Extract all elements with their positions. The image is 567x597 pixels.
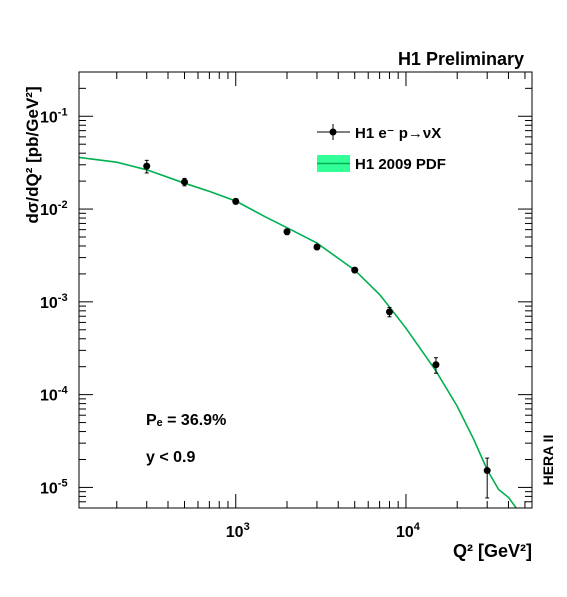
data-point [283,228,291,236]
data-point [351,266,359,274]
chart-title: H1 Preliminary [398,49,524,69]
data-marker [385,308,393,316]
pdf-curve-line [79,156,518,508]
data-point [432,357,440,374]
y-tick-label: 10-1 [40,106,68,126]
y-tick-label: 10-4 [40,385,68,405]
data-marker [283,228,291,236]
data-point [232,197,240,205]
y-tick-label: 10-3 [40,292,68,312]
legend-entry-pdf: H1 2009 PDF [355,156,446,173]
y-tick-label: 10-2 [40,199,68,219]
y-axis-label: dσ/dQ² [pb/GeV²] [23,86,42,223]
x-axis-ticks: 103 104 [116,72,526,541]
data-marker [483,467,491,475]
hera-side-label: HERA II [540,435,556,486]
data-point [385,306,393,318]
data-marker [181,178,189,186]
y-axis-ticks: 10-1 10-2 10-3 10-4 10-5 [40,87,532,509]
data-marker [432,361,440,369]
data-point [313,243,321,251]
data-marker [232,197,240,205]
legend: H1 e⁻ p→νX H1 2009 PDF [317,124,446,173]
curve-layer [79,156,518,508]
y-tick-label: 10-5 [40,477,68,497]
legend-entry-data: H1 e⁻ p→νX [355,125,441,142]
data-point [483,457,491,499]
data-marker [351,266,359,274]
annotation-y-cut: y < 0.9 [146,449,195,466]
x-tick-label: 103 [226,521,250,541]
points-layer [143,159,491,499]
annotation-polarization: Pₑ = 36.9% [146,412,226,429]
data-marker [143,162,151,170]
data-point [181,177,189,187]
x-tick-label: 104 [396,521,421,541]
data-point [143,159,151,174]
plot-frame [78,71,533,509]
legend-marker-dot [329,128,337,136]
x-axis-label: Q² [GeV²] [453,541,532,561]
data-marker [313,243,321,251]
